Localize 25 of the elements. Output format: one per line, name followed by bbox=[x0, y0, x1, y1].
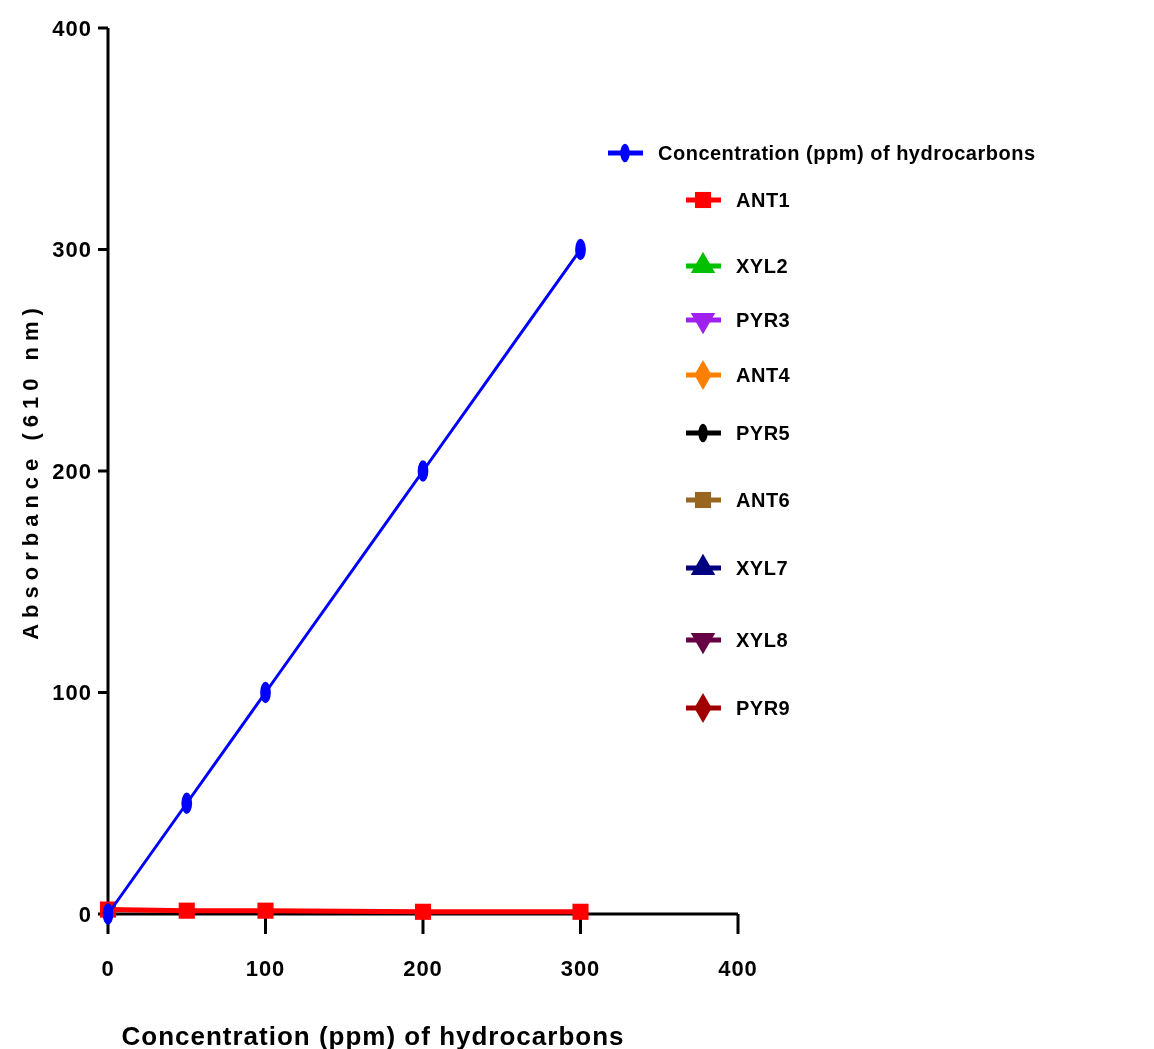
legend-label: XYL7 bbox=[736, 557, 789, 579]
x-tick-label: 200 bbox=[403, 956, 443, 981]
legend-label: Concentration (ppm) of hydrocarbons bbox=[658, 142, 1036, 164]
legend-label: PYR5 bbox=[736, 422, 791, 444]
legend-label: ANT6 bbox=[736, 489, 791, 511]
x-tick-label: 300 bbox=[560, 956, 601, 981]
y-tick-label: 300 bbox=[52, 237, 92, 263]
x-tick-label: 0 bbox=[101, 956, 115, 981]
y-axis-title: Absorbance (610 nm) bbox=[18, 302, 43, 640]
point bbox=[178, 902, 195, 919]
legend-label: ANT4 bbox=[736, 364, 791, 386]
y-tick-label: 400 bbox=[52, 15, 92, 41]
point bbox=[414, 903, 432, 920]
y-tick-label: 100 bbox=[52, 680, 92, 706]
legend-label: XYL8 bbox=[736, 629, 789, 651]
x-tick-label: 100 bbox=[245, 956, 286, 981]
legend-label: PYR9 bbox=[736, 697, 791, 719]
x-tick-label: 400 bbox=[718, 956, 758, 981]
y-tick-label: 200 bbox=[52, 458, 92, 484]
legend-label: ANT1 bbox=[736, 189, 791, 211]
y-tick-label: 0 bbox=[78, 901, 92, 927]
point bbox=[257, 902, 274, 919]
legend-label: XYL2 bbox=[736, 255, 789, 277]
point bbox=[572, 903, 589, 920]
legend-label: PYR3 bbox=[736, 309, 791, 331]
